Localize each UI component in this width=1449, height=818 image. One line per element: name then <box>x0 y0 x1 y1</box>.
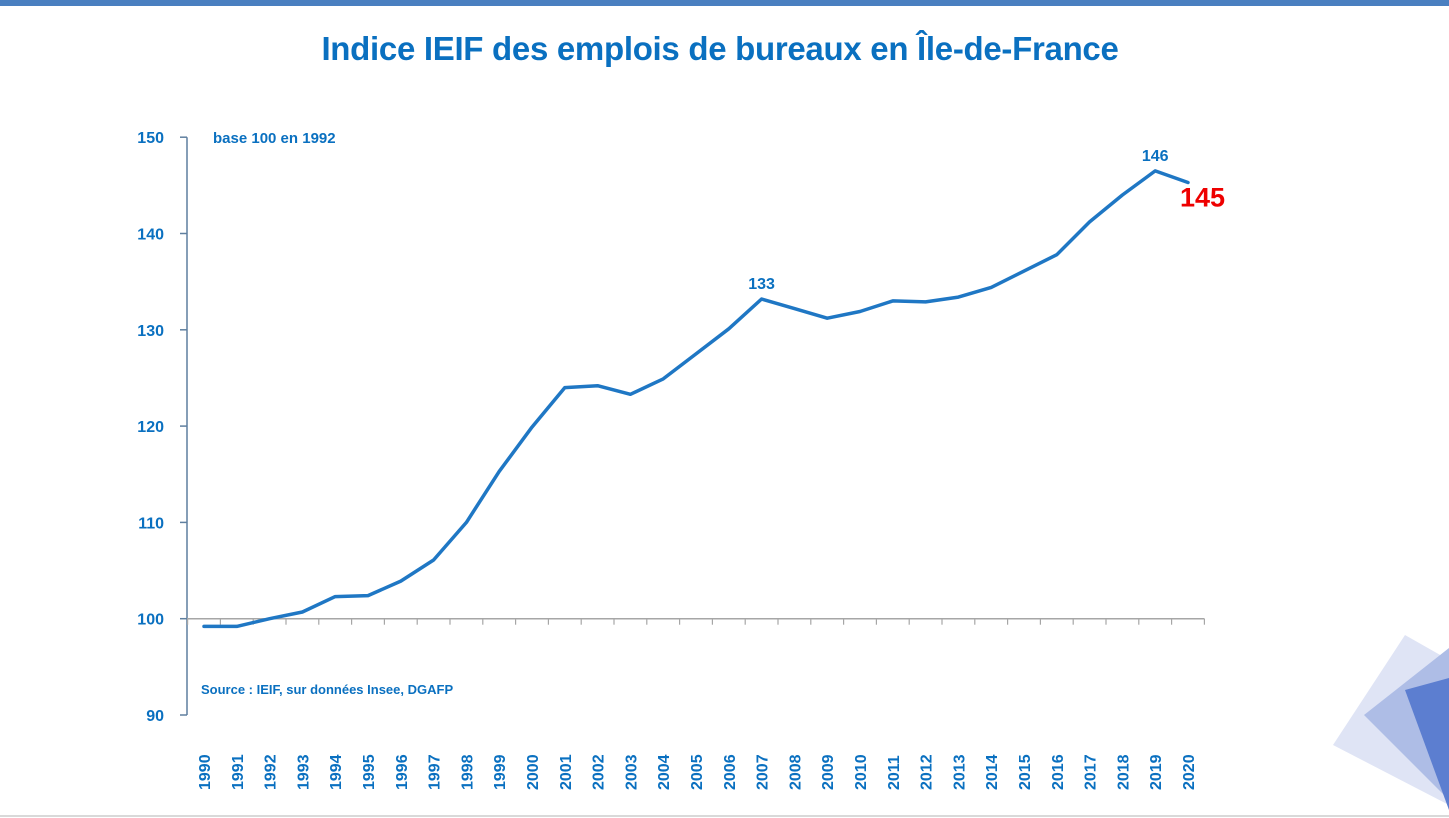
y-tick-label: 150 <box>137 130 164 147</box>
source-note: Source : IEIF, sur données Insee, DGAFP <box>201 682 453 697</box>
x-tick-label: 2005 <box>689 754 706 790</box>
x-tick-label: 2001 <box>558 754 575 790</box>
x-tick-label: 1995 <box>361 754 378 790</box>
x-tick-label: 2020 <box>1181 754 1198 790</box>
x-tick-label: 2009 <box>820 754 837 790</box>
x-tick-label: 2008 <box>787 754 804 790</box>
x-tick-label: 2017 <box>1083 754 1100 790</box>
y-tick-label: 130 <box>137 323 164 340</box>
x-tick-label: 1991 <box>230 754 247 790</box>
x-tick-label: 1990 <box>197 754 214 790</box>
x-tick-label: 2012 <box>919 754 936 790</box>
y-tick-label: 110 <box>138 515 164 532</box>
x-tick-label: 1993 <box>295 754 312 790</box>
data-label: 146 <box>1142 148 1169 165</box>
y-tick-label: 120 <box>137 419 164 436</box>
x-tick-label: 2000 <box>525 754 542 790</box>
x-tick-label: 2016 <box>1050 754 1067 790</box>
x-tick-label: 2013 <box>951 754 968 790</box>
y-tick-labels: 90 100 110 120 130 140 150 <box>137 130 187 725</box>
corner-decoration <box>1333 635 1449 810</box>
x-tick-label: 1992 <box>263 754 280 790</box>
x-tick-label: 2010 <box>853 754 870 790</box>
x-tick-label: 2011 <box>886 755 903 790</box>
y-tick-label: 90 <box>146 708 164 725</box>
decoration-shape-dark <box>1405 678 1449 810</box>
x-tick-label: 1999 <box>492 754 509 790</box>
top-accent-bar <box>0 0 1449 6</box>
x-tick-labels: 1990 1991 1992 1993 1994 1995 1996 1997 1998 1999… <box>197 754 1198 790</box>
data-label: 133 <box>748 276 775 293</box>
base-note: base 100 en 1992 <box>213 130 336 147</box>
x-tick-label: 1997 <box>427 754 444 790</box>
x-tick-label: 2006 <box>722 754 739 790</box>
x-tick-label: 2004 <box>656 754 673 790</box>
x-tick-label: 2019 <box>1148 754 1165 790</box>
axes <box>186 137 1206 715</box>
x-tick-label: 2003 <box>623 754 640 790</box>
series-group <box>202 169 1190 629</box>
x-tick-label: 1994 <box>328 754 345 790</box>
x-tick-label: 2015 <box>1017 754 1034 790</box>
chart-title: Indice IEIF des emplois de bureaux en Îl… <box>321 30 1119 67</box>
x-tick-label: 2018 <box>1115 754 1132 790</box>
bottom-divider <box>0 815 1449 817</box>
x-tick-label: 2014 <box>984 754 1001 790</box>
y-tick-label: 140 <box>137 227 164 244</box>
y-tick-label: 100 <box>137 612 164 629</box>
x-tick-label: 2002 <box>591 754 608 790</box>
series-line <box>202 169 1190 629</box>
x-tick-label: 1998 <box>459 754 476 790</box>
x-tick-label: 2007 <box>755 754 772 790</box>
x-tick-label: 1996 <box>394 754 411 790</box>
data-labels: 133 146 145 <box>748 148 1225 293</box>
data-label-latest: 145 <box>1180 182 1225 212</box>
